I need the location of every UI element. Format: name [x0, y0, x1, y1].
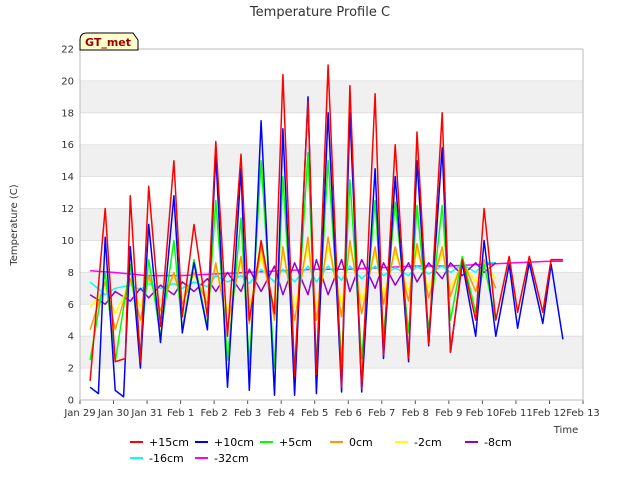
y-tick-label: 22: [61, 45, 74, 56]
plot-frame: [79, 48, 584, 401]
x-tick-label: Feb 5: [301, 408, 328, 419]
y-tick-label: 12: [61, 204, 74, 215]
x-tick-label: Feb 9: [435, 408, 462, 419]
legend-item: +10cm: [195, 436, 254, 449]
x-tick-label: Feb 7: [368, 408, 395, 419]
y-tick-label: 16: [61, 140, 74, 151]
x-tick-label: Jan 31: [130, 408, 162, 419]
x-tick-label: Feb 12: [533, 408, 567, 419]
series-lines: [89, 64, 564, 398]
legend-item: +5cm: [260, 436, 312, 449]
x-tick-label: Feb 3: [234, 408, 261, 419]
y-tick-label: 20: [61, 76, 74, 87]
y-tick-label: 14: [61, 172, 74, 183]
legend-label: +10cm: [214, 436, 254, 449]
y-tick-label: 2: [68, 364, 74, 375]
x-tick-label: Feb 8: [402, 408, 429, 419]
station-badge-label: GT_met: [85, 36, 131, 49]
legend-label: +5cm: [279, 436, 312, 449]
x-axis-label: Time: [553, 425, 578, 436]
legend-label: -8cm: [484, 436, 512, 449]
x-tick-label: Feb 4: [268, 408, 295, 419]
series-line-8cm: [89, 258, 497, 306]
series-line-16cm: [89, 262, 496, 296]
series-line-10cm: [89, 96, 564, 398]
legend-label: -32cm: [214, 452, 249, 465]
legend-item: -2cm: [395, 436, 442, 449]
series-line-0cm: [89, 236, 497, 331]
y-axis-label: Temperature (C): [9, 184, 20, 266]
grid-bands: [80, 48, 583, 401]
x-tick-label: Feb 10: [466, 408, 500, 419]
y-tick-label: 10: [61, 236, 74, 247]
legend-item: +15cm: [130, 436, 189, 449]
x-tick-label: Feb 13: [566, 408, 600, 419]
legend: +15cm +10cm +5cm 0cm -2cm -8cm -16cm -32cm: [130, 436, 512, 465]
legend-label: +15cm: [149, 436, 189, 449]
y-tick-label: 4: [68, 332, 74, 343]
legend-item: -8cm: [465, 436, 512, 449]
station-badge: GT_met: [79, 32, 139, 51]
grid-band: [80, 80, 583, 113]
y-tick-label: 0: [68, 396, 74, 407]
x-tick-label: Jan 30: [97, 408, 129, 419]
x-tick-label: Feb 2: [201, 408, 228, 419]
legend-label: -2cm: [414, 436, 442, 449]
y-tick-label: 8: [68, 268, 74, 279]
series-line-2cm: [89, 246, 497, 315]
series-line-15cm: [89, 64, 563, 390]
legend-item: -16cm: [130, 452, 184, 465]
y-tick-label: 18: [61, 108, 74, 119]
y-tick-label: 6: [68, 300, 74, 311]
legend-item: 0cm: [330, 436, 373, 449]
chart-title: Temperature Profile C: [249, 5, 390, 20]
grid-band: [80, 336, 583, 369]
y-axis-ticks: 0 2 4 6 8 10 12 14 16 18 20 22: [61, 45, 74, 407]
legend-item: -32cm: [195, 452, 249, 465]
legend-label: -16cm: [149, 452, 184, 465]
x-tick-label: Feb 6: [335, 408, 362, 419]
x-tick-label: Jan 29: [63, 408, 95, 419]
x-tick-label: Feb 1: [167, 408, 194, 419]
x-tick-label: Feb 11: [499, 408, 533, 419]
x-axis-ticks: Jan 29 Jan 30 Jan 31 Feb 1 Feb 2 Feb 3 Feb 4 Fe…: [63, 400, 600, 419]
legend-label: 0cm: [349, 436, 373, 449]
